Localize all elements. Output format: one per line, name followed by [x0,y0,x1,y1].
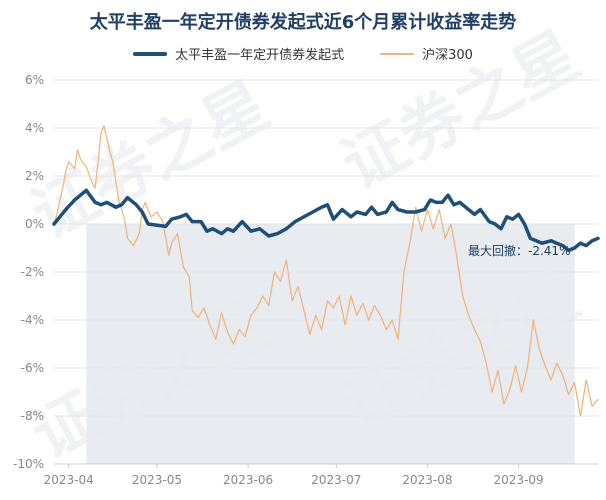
legend: 太平丰盈一年定开债券发起式 沪深300 [0,44,606,63]
legend-item-fund[interactable]: 太平丰盈一年定开债券发起式 [133,44,344,63]
legend-swatch-fund [133,51,168,56]
drawdown-region [86,224,575,464]
chart-title: 太平丰盈一年定开债券发起式近6个月累计收益率走势 [89,12,517,33]
x-tick-label: 2023-07 [311,473,361,487]
y-tick-label: 6% [25,73,44,87]
legend-label-index: 沪深300 [422,48,473,63]
x-tick-label: 2023-08 [402,473,452,487]
y-tick-label: 2% [25,169,44,183]
x-tick-label: 2023-05 [132,473,182,487]
legend-label-fund: 太平丰盈一年定开债券发起式 [175,48,345,63]
y-tick-label: -4% [21,313,44,327]
y-tick-label: -6% [21,361,44,375]
y-tick-label: 0% [25,217,44,231]
y-tick-label: 4% [25,121,44,135]
y-tick-label: -8% [21,409,44,423]
fund-line [52,188,600,253]
max-drawdown-label: 最大回撤：-2.41% [468,243,570,258]
legend-item-index[interactable]: 沪深300 [380,44,473,63]
y-tick-label: -2% [21,265,44,279]
x-tick-label: 2023-04 [44,473,94,487]
x-tick-label: 2023-06 [223,473,273,487]
index-line [53,124,599,417]
x-tick-label: 2023-09 [494,473,544,487]
y-tick-label: -10% [13,457,44,471]
legend-swatch-index [380,52,415,55]
